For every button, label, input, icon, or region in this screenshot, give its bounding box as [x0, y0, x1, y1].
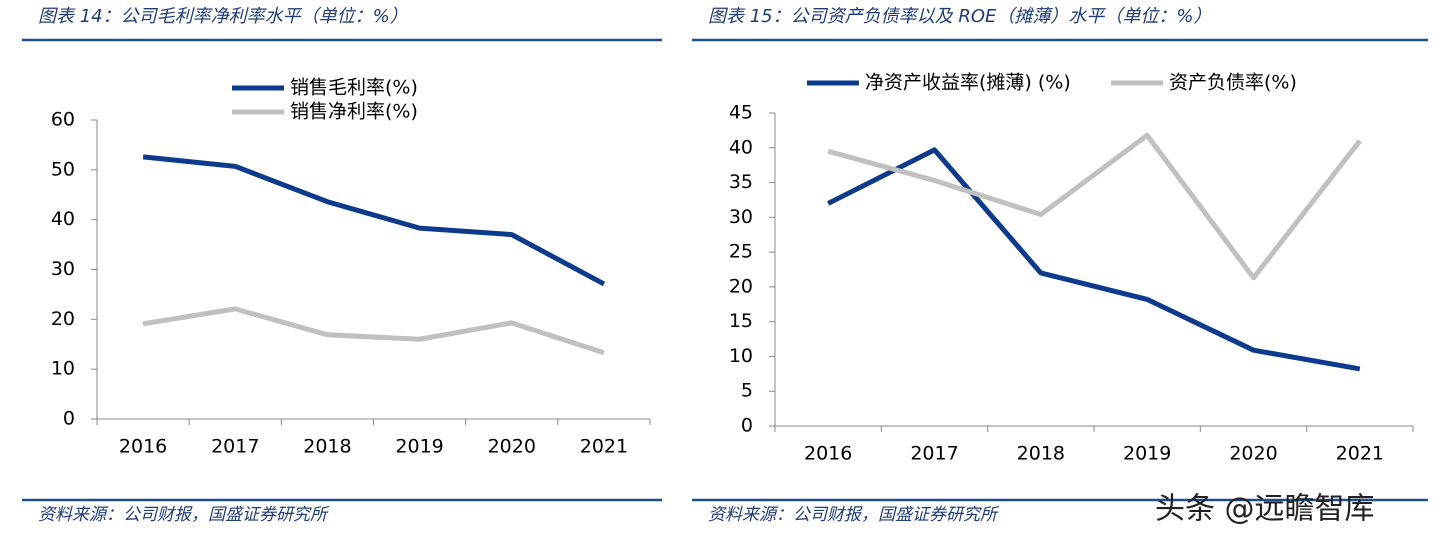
- x-tick-label: 2020: [1229, 443, 1277, 465]
- y-tick-label: 40: [729, 136, 753, 158]
- x-tick-label: 2021: [580, 436, 628, 458]
- y-tick-label: 5: [741, 380, 753, 402]
- source: 资料来源：公司财报，国盛证券研究所: [708, 505, 1000, 525]
- y-tick-label: 30: [51, 258, 75, 280]
- y-tick-label: 60: [51, 109, 75, 131]
- x-tick-label: 2019: [395, 436, 443, 458]
- series-line: [142, 154, 606, 287]
- y-tick-label: 50: [51, 158, 75, 180]
- series-line: [827, 132, 1362, 281]
- y-tick-label: 0: [63, 408, 75, 430]
- series-line: [827, 147, 1361, 372]
- y-tick-label: 35: [729, 171, 753, 193]
- legend-label: 净资产收益率(摊薄) (%): [865, 72, 1071, 94]
- legend-label: 销售毛利率(%): [290, 77, 418, 99]
- y-tick-label: 15: [729, 310, 753, 332]
- chart-title: 图表 14：公司毛利率净利率水平（单位：%）: [38, 6, 408, 27]
- x-tick-label: 2020: [488, 436, 536, 458]
- source: 资料来源：公司财报，国盛证券研究所: [38, 505, 330, 525]
- legend-label: 销售净利率(%): [290, 101, 418, 123]
- x-tick-label: 2016: [804, 443, 852, 465]
- x-tick-label: 2017: [910, 443, 958, 465]
- y-tick-label: 10: [51, 358, 75, 380]
- x-tick-label: 2016: [119, 436, 167, 458]
- x-tick-label: 2018: [1017, 443, 1065, 465]
- y-tick-label: 40: [51, 208, 75, 230]
- x-tick-label: 2017: [211, 436, 259, 458]
- series-line: [142, 306, 605, 356]
- legend-label: 资产负债率(%): [1169, 72, 1297, 94]
- x-tick-label: 2018: [303, 436, 351, 458]
- y-tick-label: 25: [729, 241, 753, 263]
- y-tick-label: 20: [51, 308, 75, 330]
- x-tick-label: 2019: [1123, 443, 1171, 465]
- y-tick-label: 0: [741, 415, 753, 437]
- y-tick-label: 30: [729, 206, 753, 228]
- watermark: 头条 @远瞻智库: [1155, 492, 1375, 527]
- y-tick-label: 20: [729, 275, 753, 297]
- y-tick-label: 45: [729, 102, 753, 124]
- y-tick-label: 10: [729, 345, 753, 367]
- chart-title: 图表 15：公司资产负债率以及 ROE（摊薄）水平（单位：%）: [708, 6, 1212, 27]
- x-tick-label: 2021: [1336, 443, 1384, 465]
